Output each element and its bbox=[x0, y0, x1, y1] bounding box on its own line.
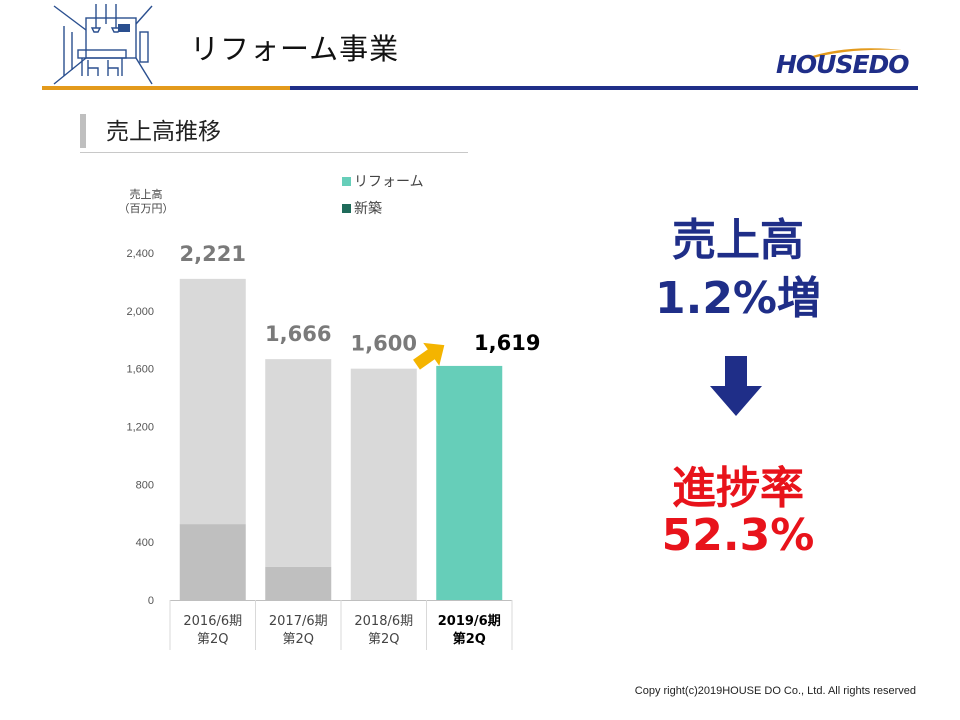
bar-total-label: 1,619 bbox=[474, 331, 540, 355]
section-divider bbox=[80, 152, 468, 153]
bar-new-build-1 bbox=[265, 566, 332, 600]
copyright-text: Copy right(c)2019HOUSE DO Co., Ltd. All … bbox=[634, 685, 916, 697]
growth-arrow-icon bbox=[413, 342, 445, 370]
logo-swoosh-icon bbox=[806, 48, 902, 59]
header-rule-navy bbox=[290, 86, 918, 90]
brand-logo: HOUSEDO bbox=[776, 46, 910, 86]
bar-reform-0 bbox=[179, 278, 246, 525]
logo-text: HOUSEDO bbox=[776, 50, 910, 79]
bar-total-label: 1,666 bbox=[265, 322, 331, 346]
x-category-label: 2017/6期 bbox=[269, 614, 328, 629]
bar-reform-3 bbox=[436, 365, 503, 600]
y-tick-label: 800 bbox=[136, 479, 154, 491]
x-category-label: 2018/6期 bbox=[354, 614, 413, 629]
legend-swatch-reform bbox=[342, 177, 351, 186]
legend-label: リフォーム bbox=[354, 174, 424, 190]
y-axis-unit-label: 売上高 bbox=[130, 187, 163, 201]
y-tick-label: 1,600 bbox=[126, 364, 154, 376]
x-category-label: 第2Q bbox=[197, 632, 229, 647]
bar-total-label: 1,600 bbox=[351, 332, 417, 356]
y-tick-label: 0 bbox=[148, 595, 154, 607]
section-title: 売上高推移 bbox=[106, 119, 221, 145]
room-illustration-icon bbox=[48, 4, 158, 86]
section-marker bbox=[80, 114, 86, 148]
kpi-progress-label: 進捗率 bbox=[672, 463, 804, 514]
kpi-progress-value: 52.3% bbox=[661, 510, 815, 561]
bar-new-build-0 bbox=[179, 524, 246, 600]
slide-title: リフォーム事業 bbox=[190, 32, 400, 66]
x-category-label: 2016/6期 bbox=[183, 614, 242, 629]
down-arrow-icon bbox=[710, 356, 762, 416]
growth-arrow-shape bbox=[413, 342, 445, 370]
y-tick-label: 1,200 bbox=[126, 422, 154, 434]
x-category-label: 第2Q bbox=[453, 631, 486, 647]
y-tick-label: 2,400 bbox=[126, 248, 154, 260]
kpi-sales-label: 売上高 bbox=[672, 215, 804, 266]
x-category-label: 2019/6期 bbox=[438, 614, 501, 629]
legend-label: 新築 bbox=[354, 201, 382, 217]
y-axis-unit-label: （百万円） bbox=[119, 202, 174, 215]
kpi-sales-value: 1.2%増 bbox=[654, 273, 822, 324]
x-category-label: 第2Q bbox=[368, 632, 400, 647]
y-tick-label: 400 bbox=[136, 537, 154, 549]
legend-swatch-new-build bbox=[342, 204, 351, 213]
x-category-label: 第2Q bbox=[282, 632, 314, 647]
bar-reform-2 bbox=[350, 368, 417, 600]
header-rule-orange bbox=[42, 86, 290, 90]
bar-reform-1 bbox=[265, 359, 332, 567]
y-tick-label: 2,000 bbox=[126, 306, 154, 318]
bar-total-label: 2,221 bbox=[180, 242, 246, 266]
